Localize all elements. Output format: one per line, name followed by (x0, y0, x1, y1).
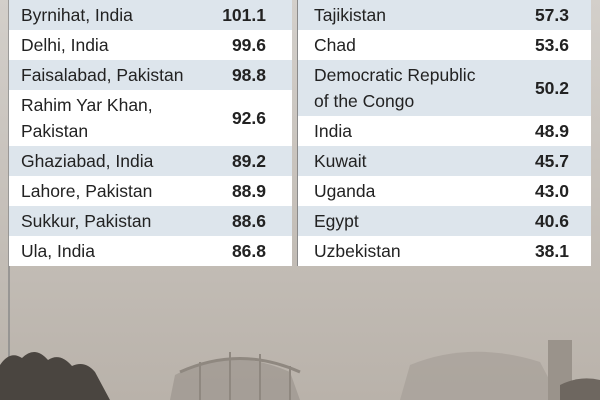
pollution-value: 48.9 (534, 121, 569, 141)
place-name: Byrnihat, India (21, 5, 133, 25)
pollution-value: 43.0 (534, 181, 569, 201)
place-name: Uzbekistan (314, 241, 401, 261)
country-row: Uzbekistan 38.1 (298, 236, 591, 266)
place-name: India (314, 121, 352, 141)
place-name: Sukkur, Pakistan (21, 211, 152, 231)
pollution-value: 101.1 (222, 5, 266, 25)
place-name: Faisalabad, Pakistan (21, 65, 184, 85)
pollution-value: 38.1 (534, 241, 569, 261)
country-row: Chad 53.6 (298, 30, 591, 60)
city-row: Sukkur, Pakistan 88.6 (9, 206, 292, 236)
city-row: Ghaziabad, India 89.2 (9, 146, 292, 176)
pollution-value: 86.8 (231, 241, 266, 261)
country-row: Uganda 43.0 (298, 176, 591, 206)
pollution-value: 99.6 (231, 35, 266, 55)
pollution-value: 53.6 (534, 35, 569, 55)
place-name: Kuwait (314, 151, 367, 171)
pollution-value: 57.3 (534, 5, 569, 25)
city-row: Lahore, Pakistan 88.9 (9, 176, 292, 206)
country-row: Democratic Republic of the Congo 50.2 (298, 60, 591, 116)
city-row: Faisalabad, Pakistan 98.8 (9, 60, 292, 90)
city-row: Byrnihat, India 101.1 (9, 0, 292, 30)
place-name: Democratic Republic of the Congo (314, 65, 476, 111)
pollution-value: 40.6 (534, 211, 569, 231)
pollution-value: 45.7 (534, 151, 569, 171)
city-row: Rahim Yar Khan, Pakistan 92.6 (9, 90, 292, 146)
place-name: Delhi, India (21, 35, 109, 55)
place-name: Tajikistan (314, 5, 386, 25)
country-row: Egypt 40.6 (298, 206, 591, 236)
place-name: Chad (314, 35, 356, 55)
countries-table: Tajikistan 57.3 Chad 53.6 Democratic Republi… (297, 0, 591, 266)
pollution-value: 98.8 (231, 65, 266, 85)
place-name: Ghaziabad, India (21, 151, 154, 171)
place-name: Uganda (314, 181, 376, 201)
pollution-value: 89.2 (231, 151, 266, 171)
pollution-value: 92.6 (231, 108, 266, 128)
city-row: Delhi, India 99.6 (9, 30, 292, 60)
cities-table: Byrnihat, India 101.1 Delhi, India 99.6 Fais… (9, 0, 292, 266)
city-row: Ula, India 86.8 (9, 236, 292, 266)
country-row: Tajikistan 57.3 (298, 0, 591, 30)
place-name: Egypt (314, 211, 359, 231)
place-name: Ula, India (21, 241, 95, 261)
country-row: India 48.9 (298, 116, 591, 146)
country-row: Kuwait 45.7 (298, 146, 591, 176)
place-name: Rahim Yar Khan, Pakistan (21, 95, 153, 141)
pollution-value: 88.9 (231, 181, 266, 201)
place-name: Lahore, Pakistan (21, 181, 153, 201)
pollution-value: 50.2 (534, 78, 569, 98)
pollution-value: 88.6 (231, 211, 266, 231)
